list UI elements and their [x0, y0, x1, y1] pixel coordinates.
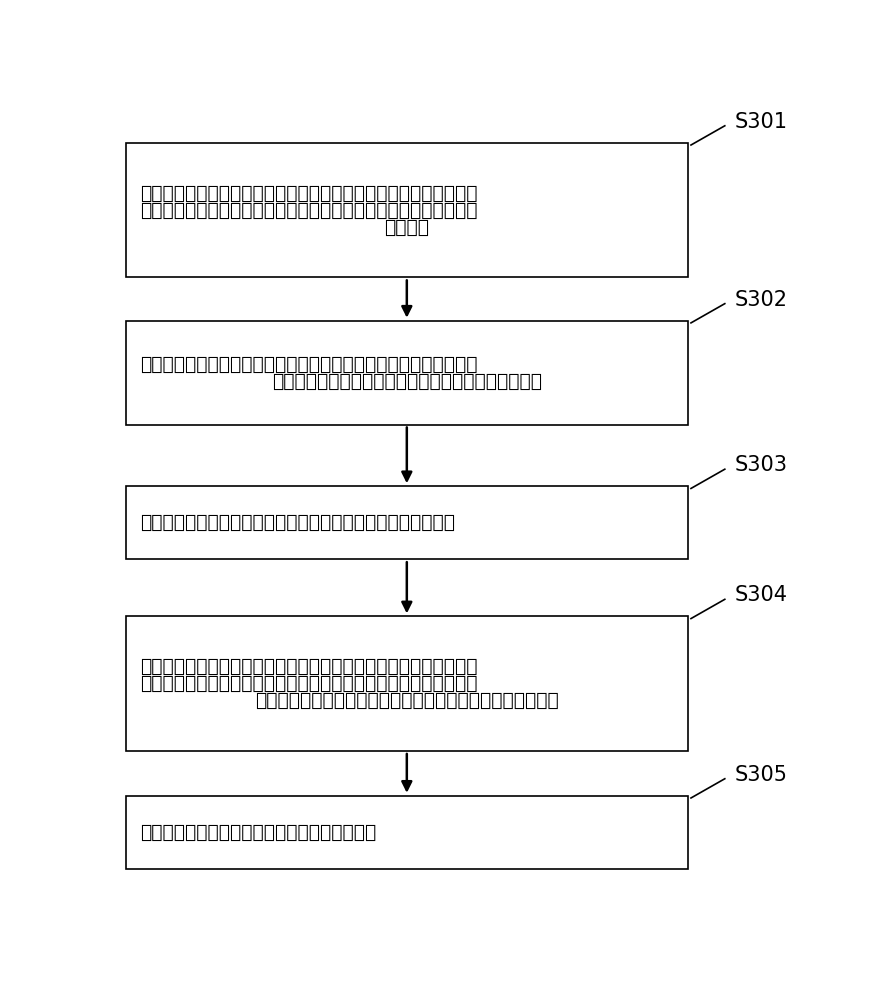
Text: S302: S302: [735, 290, 788, 310]
Text: S305: S305: [735, 765, 788, 785]
Text: S304: S304: [735, 585, 788, 605]
Text: 切片数组；所述切片数组的每一行均对应于一个所述切片图像，每一: 切片数组；所述切片数组的每一行均对应于一个所述切片图像，每一: [140, 674, 477, 693]
Text: 行内的元素与相应的所述切片图像包括的体素一一顺序对应；: 行内的元素与相应的所述切片图像包括的体素一一顺序对应；: [255, 691, 559, 710]
Text: 示相位；: 示相位；: [384, 218, 430, 237]
Text: S301: S301: [735, 112, 788, 132]
Bar: [126, 486, 688, 559]
Text: 以所述体素及其对应的所述首地址和所述偏移地址为元素，构建得到: 以所述体素及其对应的所述首地址和所述偏移地址为元素，构建得到: [140, 657, 477, 676]
Text: 为所述体素设置首地址；所述首地址表示所述体素所属的所述切片图: 为所述体素设置首地址；所述首地址表示所述体素所属的所述切片图: [140, 183, 477, 202]
Bar: [126, 143, 688, 277]
Bar: [126, 616, 688, 751]
Text: 将所述切片数组存储至旋转显示设备的寄存器。: 将所述切片数组存储至旋转显示设备的寄存器。: [140, 823, 375, 842]
Text: 像的起始存储地址，以及表示所述体素所属的所述切片图像对应的显: 像的起始存储地址，以及表示所述体素所属的所述切片图像对应的显: [140, 201, 477, 220]
Bar: [126, 321, 688, 425]
Text: 裁剪所述原始偏移地址的地址位宽，得到所述体素的偏移地址；: 裁剪所述原始偏移地址的地址位宽，得到所述体素的偏移地址；: [140, 513, 455, 532]
Text: 所属的所述切片图像的起始地址之间的相对存储地址；: 所属的所述切片图像的起始地址之间的相对存储地址；: [272, 372, 542, 391]
Bar: [126, 796, 688, 869]
Text: S303: S303: [735, 455, 788, 475]
Text: 确定所述体素的原始偏移地址；所述原始偏移地址表示所述体素与其: 确定所述体素的原始偏移地址；所述原始偏移地址表示所述体素与其: [140, 354, 477, 373]
